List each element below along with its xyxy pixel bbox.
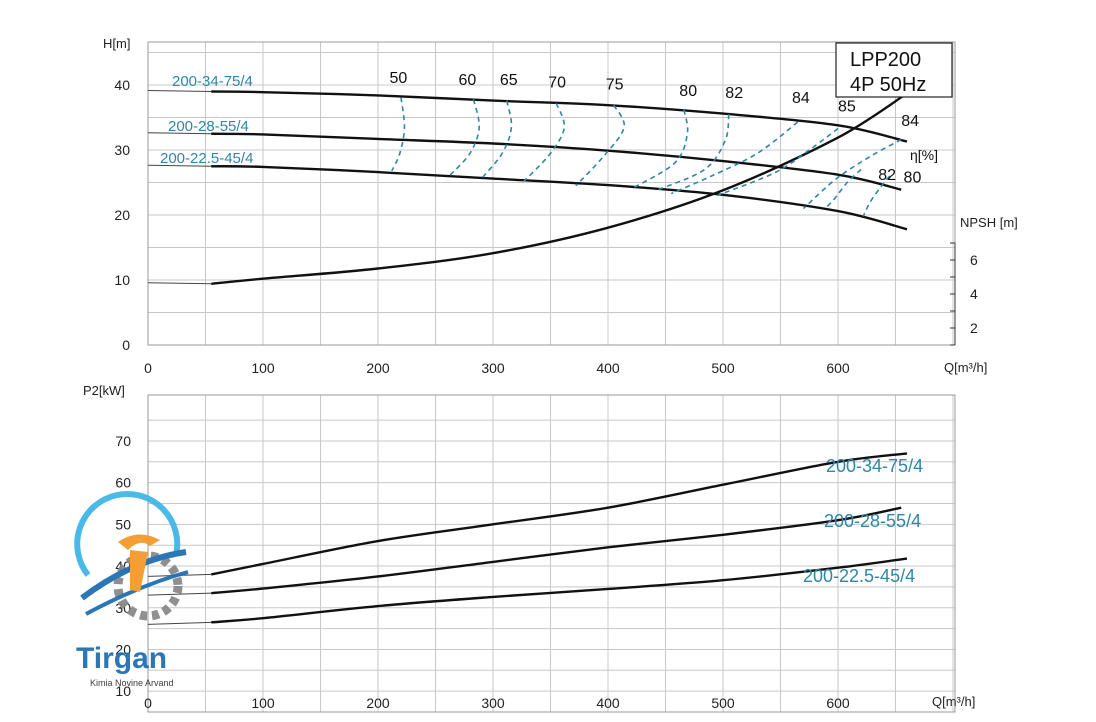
y-tick-label: 20 bbox=[114, 207, 130, 223]
x-tick-label: 400 bbox=[596, 360, 620, 376]
logo-tagline: Kimia Novine Arvand bbox=[90, 678, 174, 688]
x-tick-label: 100 bbox=[251, 360, 275, 376]
y-tick-label: 40 bbox=[114, 77, 130, 93]
power-curves bbox=[147, 452, 908, 625]
model-subtitle: 4P 50Hz bbox=[850, 74, 926, 96]
model-box: LPP200 4P 50Hz bbox=[835, 42, 953, 98]
logo-brand: Tirgan bbox=[76, 642, 167, 675]
x-tick-label: 200 bbox=[366, 360, 390, 376]
x-tick-label: 400 bbox=[596, 695, 620, 711]
npsh-tick-label: 6 bbox=[970, 252, 978, 268]
efficiency-curve-82 bbox=[655, 114, 730, 192]
x-tick-label: 600 bbox=[826, 360, 850, 376]
efficiency-curve-65 bbox=[480, 100, 513, 180]
head-lead-line bbox=[147, 132, 212, 135]
head-curve-3 bbox=[211, 165, 908, 231]
efficiency-curve-70 bbox=[523, 102, 566, 182]
x-tick-label: 300 bbox=[481, 360, 505, 376]
npsh-axis-title: NPSH [m] bbox=[960, 215, 1018, 230]
power-lead-line bbox=[147, 621, 212, 625]
head-x-axis-title: Q[m³/h] bbox=[944, 360, 987, 375]
efficiency-curve-84 bbox=[802, 138, 902, 210]
efficiency-curve-75 bbox=[575, 104, 626, 187]
npsh-axis: 2 4 6 bbox=[950, 242, 978, 346]
head-series-label-2: 200-28-55/4 bbox=[168, 118, 249, 135]
efficiency-curve-80 bbox=[630, 109, 689, 190]
power-chart-frame bbox=[147, 394, 956, 713]
power-series-label-1: 200-34-75/4 bbox=[826, 456, 923, 476]
y-tick-label: 0 bbox=[122, 337, 130, 353]
y-tick-label: 10 bbox=[114, 272, 130, 288]
head-series-label-3: 200-22.5-45/4 bbox=[160, 150, 253, 167]
efficiency-curve-60 bbox=[448, 99, 481, 177]
y-tick-label: 30 bbox=[114, 142, 130, 158]
y-tick-label: 70 bbox=[115, 433, 131, 449]
head-axis-title: H[m] bbox=[103, 36, 130, 51]
head-curve-1 bbox=[211, 90, 908, 143]
y-tick-label: 50 bbox=[115, 516, 131, 532]
model-title: LPP200 bbox=[850, 49, 921, 71]
efficiency-axis-label: η[%] bbox=[910, 147, 938, 163]
efficiency-curve-85 bbox=[716, 127, 839, 197]
efficiency-label: 80 bbox=[679, 83, 697, 100]
efficiency-label: 84 bbox=[901, 113, 919, 130]
head-lead-line bbox=[147, 164, 212, 167]
efficiency-curve-82 bbox=[825, 168, 862, 208]
efficiency-curve-50 bbox=[391, 97, 406, 172]
y-tick-label: 60 bbox=[115, 475, 131, 491]
head-series-label-1: 200-34-75/4 bbox=[172, 73, 253, 90]
npsh-curve bbox=[211, 92, 908, 285]
x-tick-label: 0 bbox=[144, 360, 152, 376]
efficiency-label: 50 bbox=[390, 70, 408, 87]
head-chart: 0 100 200 300 400 500 600 0 10 20 30 40 2 4 6 50 60 65 7… bbox=[103, 36, 1018, 376]
npsh-tick-label: 2 bbox=[970, 320, 978, 336]
power-axis-title: P2[kW] bbox=[83, 383, 125, 398]
head-chart-frame bbox=[147, 41, 956, 346]
efficiency-curve-80 bbox=[862, 175, 891, 217]
efficiency-label: 65 bbox=[500, 72, 518, 89]
head-lead-line bbox=[147, 90, 212, 92]
power-lead-line bbox=[147, 592, 212, 596]
y-tick-label: 10 bbox=[115, 683, 131, 699]
power-curve-1 bbox=[211, 452, 908, 576]
tirgan-logo: Tirgan Kimia Novine Arvand bbox=[74, 491, 189, 688]
head-chart-ticks: 0 100 200 300 400 500 600 0 10 20 30 40 bbox=[114, 77, 849, 376]
efficiency-curve-84 bbox=[670, 121, 799, 195]
head-curves bbox=[147, 90, 908, 285]
efficiency-label: 70 bbox=[548, 75, 566, 92]
x-tick-label: 100 bbox=[251, 695, 275, 711]
power-series-label-3: 200-22.5-45/4 bbox=[803, 566, 915, 586]
power-curve-2 bbox=[211, 506, 902, 595]
efficiency-label: 82 bbox=[878, 167, 896, 184]
x-tick-label: 500 bbox=[711, 360, 735, 376]
power-series-label-2: 200-28-55/4 bbox=[824, 511, 921, 531]
efficiency-label: 75 bbox=[606, 77, 624, 94]
efficiency-label: 60 bbox=[459, 72, 477, 89]
npsh-tick-label: 4 bbox=[970, 286, 978, 302]
power-curve-3 bbox=[211, 557, 908, 624]
efficiency-label: 80 bbox=[904, 170, 922, 187]
efficiency-curves: 50 60 65 70 75 80 82 84 85 84 82 80 bbox=[390, 70, 922, 217]
npsh-lead-line bbox=[147, 282, 212, 285]
x-tick-label: 300 bbox=[481, 695, 505, 711]
head-chart-grid bbox=[147, 41, 956, 346]
x-tick-label: 0 bbox=[144, 695, 152, 711]
y-tick-label: 20 bbox=[115, 641, 131, 657]
efficiency-label: 84 bbox=[792, 90, 810, 107]
x-tick-label: 600 bbox=[826, 695, 850, 711]
power-x-axis-title: Q[m³/h] bbox=[932, 694, 975, 709]
x-tick-label: 500 bbox=[711, 695, 735, 711]
efficiency-label: 85 bbox=[838, 99, 856, 116]
x-tick-label: 200 bbox=[366, 695, 390, 711]
efficiency-label: 82 bbox=[725, 85, 743, 102]
